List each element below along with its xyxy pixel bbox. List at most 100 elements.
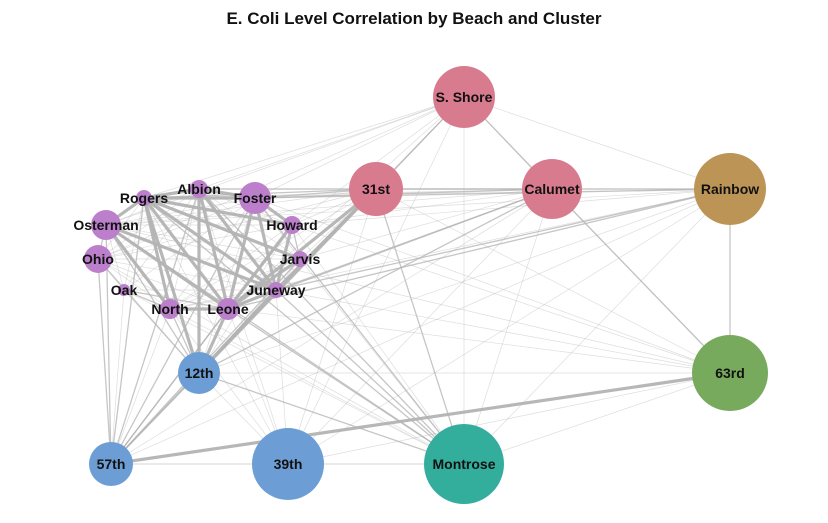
node-circle-osterman <box>91 210 121 240</box>
edge-rainbow-north <box>169 188 731 310</box>
node-label-howard: Howard <box>266 217 317 233</box>
node-circle-leone <box>217 298 239 320</box>
edge-jarvis-12th <box>198 258 301 374</box>
edge-albion-montrose <box>198 188 465 465</box>
node-label-63rd: 63rd <box>715 365 745 381</box>
edge-calumet-montrose <box>463 188 553 465</box>
node-circle-39th <box>252 428 324 500</box>
edge-foster-12th <box>198 197 256 374</box>
edge-foster-57th <box>110 197 256 465</box>
node-label-31st: 31st <box>362 181 390 197</box>
node-osterman: Osterman <box>73 210 139 240</box>
node-label-leone: Leone <box>207 301 248 317</box>
edge-north-foster <box>169 197 256 310</box>
edge-rainbow-leone <box>227 188 731 310</box>
edge-63rd-foster <box>254 197 731 374</box>
edge-sshore-ohio <box>97 96 465 260</box>
edge-ohio-leone <box>97 258 229 310</box>
edge-rogers-12th <box>142 197 201 374</box>
edge-63rd-31st <box>375 188 731 374</box>
node-label-39th: 39th <box>274 456 303 472</box>
edge-juneway-montrose <box>275 289 465 465</box>
edge-31st-montrose <box>375 188 465 465</box>
edge-leone-montrose <box>227 308 465 465</box>
edge-oak-leone <box>123 289 229 310</box>
node-label-osterman: Osterman <box>73 217 138 233</box>
edge-north-albion <box>169 188 200 310</box>
node-circle-foster <box>239 182 271 214</box>
node-circle-sshore <box>433 66 495 128</box>
node-39th: 39th <box>252 428 324 500</box>
edge-rogers-leone <box>142 197 230 310</box>
node-label-juneway: Juneway <box>246 282 305 298</box>
node-63rd: 63rd <box>692 335 768 411</box>
node-juneway: Juneway <box>246 282 306 298</box>
node-circle-63rd <box>692 335 768 411</box>
edge-sshore-39th <box>287 96 465 465</box>
node-oak: Oak <box>111 282 138 298</box>
node-label-albion: Albion <box>177 181 221 197</box>
edge-north-howard <box>169 224 293 310</box>
node-circle-jarvis <box>292 251 308 267</box>
edge-rainbow-39th <box>287 188 731 465</box>
edge-calumet-39th <box>287 188 553 465</box>
edge-sshore-leone <box>227 96 465 310</box>
node-jarvis: Jarvis <box>280 251 320 267</box>
edge-rainbow-howard <box>291 188 731 226</box>
edge-63rd-howard <box>291 224 731 374</box>
edge-ohio-12th <box>97 258 200 374</box>
node-circle-oak <box>118 284 130 296</box>
edge-63rd-osterman <box>105 224 731 374</box>
edge-osterman-foster <box>105 197 256 226</box>
edge-sshore-63rd <box>463 96 731 374</box>
node-label-calumet: Calumet <box>524 181 580 197</box>
edge-rogers-57th <box>110 197 145 465</box>
node-circle-rogers <box>136 190 152 206</box>
node-label-north: North <box>151 301 188 317</box>
node-circle-juneway <box>268 282 284 298</box>
edge-sshore-albion <box>198 96 465 190</box>
node-howard: Howard <box>266 216 318 234</box>
edge-oak-foster <box>123 197 256 291</box>
edge-ohio-57th <box>97 258 112 465</box>
edge-57th-north <box>110 308 171 465</box>
node-albion: Albion <box>177 180 221 198</box>
edge-63rd-montrose <box>463 372 731 465</box>
edge-calumet-rogers <box>143 188 553 199</box>
edge-layer <box>97 96 731 466</box>
edge-39th-osterman <box>105 224 289 465</box>
edge-osterman-jarvis <box>105 224 301 260</box>
edge-63rd-39th <box>287 372 731 465</box>
edge-albion-juneway <box>197 188 278 291</box>
edge-ohio-albion <box>97 188 200 260</box>
edge-sshore-57th <box>110 96 465 465</box>
edge-montrose-north <box>169 308 465 465</box>
edge-calumet-12th <box>198 188 553 374</box>
node-rainbow: Rainbow <box>694 153 766 225</box>
node-31st: 31st <box>349 162 403 216</box>
node-circle-north <box>160 299 180 319</box>
edge-sshore-rainbow <box>463 96 731 190</box>
edge-39th-albion <box>198 188 289 465</box>
node-label-57th: 57th <box>97 456 126 472</box>
node-label-oak: Oak <box>111 282 138 298</box>
edge-montrose-howard <box>291 224 465 465</box>
edge-sshore-foster <box>254 96 465 199</box>
edge-calumet-osterman <box>105 188 553 226</box>
edge-oak-albion <box>123 188 200 291</box>
edge-albion-57th <box>110 188 200 465</box>
edge-osterman-juneway <box>105 223 277 292</box>
edge-63rd-juneway <box>275 289 731 374</box>
edge-albion-leone <box>197 188 230 310</box>
edge-osterman-albion <box>105 188 200 226</box>
edge-foster-leone <box>226 197 257 310</box>
edge-sshore-howard <box>291 96 465 226</box>
node-circle-ohio <box>84 245 112 273</box>
node-label-rogers: Rogers <box>120 190 168 206</box>
edge-foster-montrose <box>254 197 465 465</box>
edge-albion-jarvis <box>198 188 301 260</box>
edge-howard-juneway <box>274 224 294 291</box>
node-label-12th: 12th <box>185 365 214 381</box>
node-montrose: Montrose <box>424 424 504 504</box>
